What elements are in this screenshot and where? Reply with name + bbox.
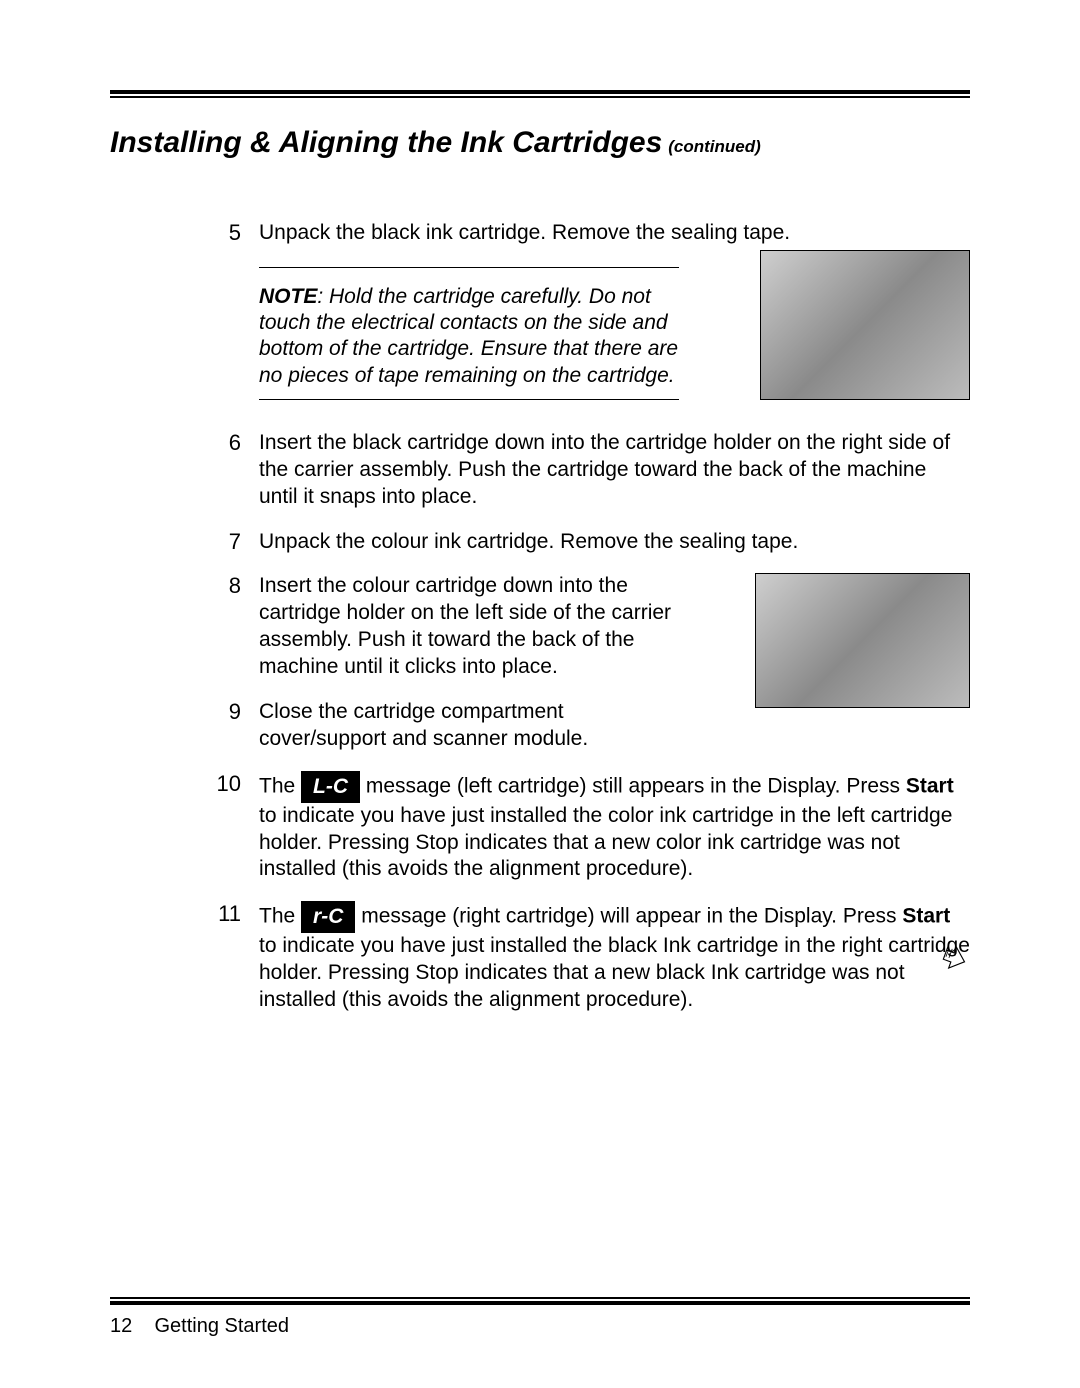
step-10: 10 The L-C message (left cartridge) stil…: [215, 771, 970, 884]
step-body: Unpack the black ink cartridge. Remove t…: [259, 220, 970, 412]
step-text-pre: The: [259, 905, 301, 928]
step-number: 8: [215, 573, 241, 681]
step-number: 7: [215, 529, 241, 556]
step-7: 7 Unpack the colour ink cartridge. Remov…: [215, 529, 970, 556]
step-text: Close the cartridge compartment cover/su…: [259, 700, 588, 750]
top-rule: [110, 90, 970, 98]
note-label: NOTE: [259, 285, 317, 308]
heading-main: Installing & Aligning the Ink Cartridges: [110, 126, 662, 160]
step-body: Insert the black cartridge down into the…: [259, 430, 970, 511]
step-body: Insert the colour cartridge down into th…: [259, 573, 679, 681]
step-text: Insert the colour cartridge down into th…: [259, 574, 671, 678]
step-text-bold: Start: [902, 905, 950, 928]
step-text-bold: Start: [906, 774, 954, 797]
display-badge-lc: L-C: [301, 771, 360, 803]
step-text-mid: message (left cartridge) still appears i…: [360, 774, 906, 797]
page-footer: 12 Getting Started: [110, 1277, 970, 1338]
step-8: 8 Insert the colour cartridge down into …: [215, 573, 970, 681]
step-text: Unpack the colour ink cartridge. Remove …: [259, 530, 798, 553]
step-6: 6 Insert the black cartridge down into t…: [215, 430, 970, 511]
section-name: Getting Started: [154, 1315, 289, 1337]
step-number: 6: [215, 430, 241, 511]
step-number: 9: [215, 699, 241, 753]
footer-text: 12 Getting Started: [110, 1315, 970, 1338]
step-body: Unpack the colour ink cartridge. Remove …: [259, 529, 970, 556]
step-body: Close the cartridge compartment cover/su…: [259, 699, 679, 753]
page-turn-icon: [938, 942, 970, 974]
step-text-mid: message (right cartridge) will appear in…: [355, 905, 902, 928]
page-number: 12: [110, 1315, 132, 1337]
note-text: : Hold the cartridge carefully. Do not t…: [259, 285, 678, 387]
step-text-post: to indicate you have just installed the …: [259, 934, 970, 1011]
step-body: The L-C message (left cartridge) still a…: [259, 771, 970, 884]
step-text-pre: The: [259, 774, 301, 797]
step-text: Unpack the black ink cartridge. Remove t…: [259, 221, 790, 244]
note-box: NOTE: Hold the cartridge carefully. Do n…: [259, 267, 679, 400]
step-11: 11 The r-C message (right cartridge) wil…: [215, 901, 970, 1014]
cartridge-photo: [760, 250, 970, 400]
step-text-post: to indicate you have just installed the …: [259, 804, 952, 881]
step-9: 9 Close the cartridge compartment cover/…: [215, 699, 970, 753]
step-5: 5 Unpack the black ink cartridge. Remove…: [215, 220, 970, 412]
step-text: Insert the black cartridge down into the…: [259, 431, 950, 508]
heading-continued: (continued): [668, 137, 761, 157]
steps-container: 5 Unpack the black ink cartridge. Remove…: [215, 220, 970, 1014]
display-badge-rc: r-C: [301, 901, 355, 933]
step-number: 5: [215, 220, 241, 412]
bottom-rule: [110, 1297, 970, 1305]
section-heading: Installing & Aligning the Ink Cartridges…: [110, 126, 970, 160]
step-number: 11: [215, 901, 241, 1014]
step-body: The r-C message (right cartridge) will a…: [259, 901, 970, 1014]
page: Installing & Aligning the Ink Cartridges…: [0, 0, 1080, 1388]
step-number: 10: [215, 771, 241, 884]
insert-cartridge-photo: [755, 573, 970, 708]
